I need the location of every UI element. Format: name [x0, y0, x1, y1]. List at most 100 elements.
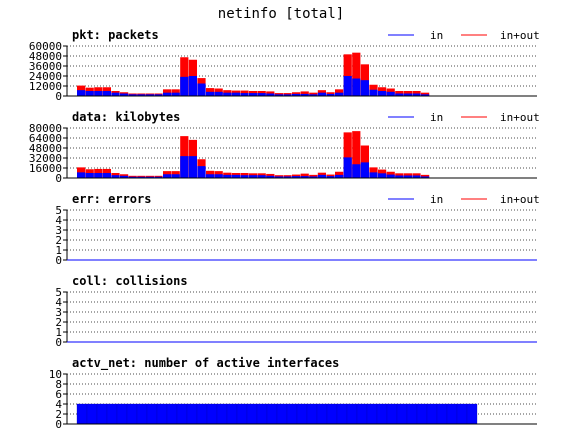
y-tick-label: 6 [55, 388, 62, 401]
bar-in [214, 174, 223, 178]
page-title: netinfo [total] [217, 6, 345, 22]
y-tick-label: 0 [55, 418, 62, 431]
bar-in [249, 175, 258, 178]
bar-in [412, 175, 421, 178]
bar-active [296, 403, 308, 425]
bar-in [120, 93, 129, 96]
bar-active [446, 403, 458, 425]
bar-active [276, 403, 288, 425]
bar-in [317, 92, 326, 96]
y-tick-label: 5 [55, 286, 62, 299]
legend-label-in: in [430, 29, 443, 42]
y-tick-label: 60000 [29, 40, 62, 53]
bar-in [274, 94, 283, 96]
bar-in [283, 176, 292, 178]
y-tick-label: 2 [55, 234, 62, 247]
bar-in [257, 175, 266, 178]
bar-in [378, 173, 387, 178]
bar-in [343, 76, 352, 96]
bar-active [316, 403, 328, 425]
bar-in [369, 89, 378, 96]
bar-active [436, 403, 448, 425]
y-tick-label: 1 [55, 244, 62, 257]
bar-active [136, 403, 148, 425]
y-tick-label: 4 [55, 398, 62, 411]
bar-in [180, 76, 189, 96]
bar-active [286, 403, 298, 425]
bar-in [257, 93, 266, 96]
y-tick-label: 80000 [29, 122, 62, 135]
bar-in [266, 93, 275, 96]
bar-inout [343, 132, 352, 178]
bar-in [421, 94, 430, 96]
bar-in [231, 92, 240, 96]
bar-in [240, 175, 249, 178]
bar-in [412, 93, 421, 96]
legend-label-in: in [430, 193, 443, 206]
bar-in [137, 176, 146, 178]
bar-in [326, 176, 335, 178]
bar-active [346, 403, 358, 425]
bar-in [292, 176, 301, 178]
bar-in [163, 174, 172, 178]
bar-in [352, 78, 361, 96]
chart-title: actv_net: number of active interfaces [72, 356, 339, 371]
legend-label-in: in [430, 111, 443, 124]
bar-in [403, 175, 412, 178]
bar-active [106, 403, 118, 425]
y-tick-label: 48000 [29, 50, 62, 63]
bar-in [111, 175, 120, 178]
bar-in [386, 174, 395, 178]
y-tick-label: 3 [55, 306, 62, 319]
bar-in [395, 175, 404, 178]
bar-active [126, 403, 138, 425]
bar-in [231, 174, 240, 178]
bar-in [360, 80, 369, 96]
y-tick-label: 16000 [29, 162, 62, 175]
bar-in [145, 176, 154, 178]
y-tick-label: 1 [55, 326, 62, 339]
bar-in [128, 94, 137, 96]
bar-in [85, 91, 94, 96]
bar-in [266, 175, 275, 178]
bar-in [352, 164, 361, 178]
y-tick-label: 3 [55, 224, 62, 237]
bar-in [206, 174, 215, 178]
bar-active [356, 403, 368, 425]
y-tick-label: 4 [55, 214, 62, 227]
bar-active [266, 403, 278, 425]
bar-in [335, 92, 344, 96]
bar-active [246, 403, 258, 425]
bar-active [116, 403, 128, 425]
y-tick-label: 12000 [29, 80, 62, 93]
bar-in [403, 93, 412, 96]
bar-in [120, 175, 129, 178]
bar-active [86, 403, 98, 425]
bar-in [300, 93, 309, 96]
bar-in [343, 157, 352, 178]
y-tick-label: 48000 [29, 142, 62, 155]
bar-in [197, 166, 206, 178]
bar-in [180, 156, 189, 178]
y-tick-label: 2 [55, 316, 62, 329]
bar-active [206, 403, 218, 425]
bar-inout [180, 57, 189, 96]
chart-title: coll: collisions [72, 274, 188, 288]
y-tick-label: 2 [55, 408, 62, 421]
bar-active [186, 403, 198, 425]
bar-in [283, 94, 292, 96]
chart-title: data: kilobytes [72, 110, 180, 124]
bar-in [309, 94, 318, 96]
bar-in [188, 156, 197, 178]
bar-in [154, 94, 163, 96]
bar-in [326, 93, 335, 96]
y-tick-label: 32000 [29, 152, 62, 165]
bar-active [426, 403, 438, 425]
bar-active [236, 403, 248, 425]
legend-label-inout: in+out [500, 29, 540, 42]
bar-in [223, 92, 232, 96]
bar-in [94, 91, 103, 96]
bar-inout [343, 54, 352, 96]
bar-active [396, 403, 408, 425]
